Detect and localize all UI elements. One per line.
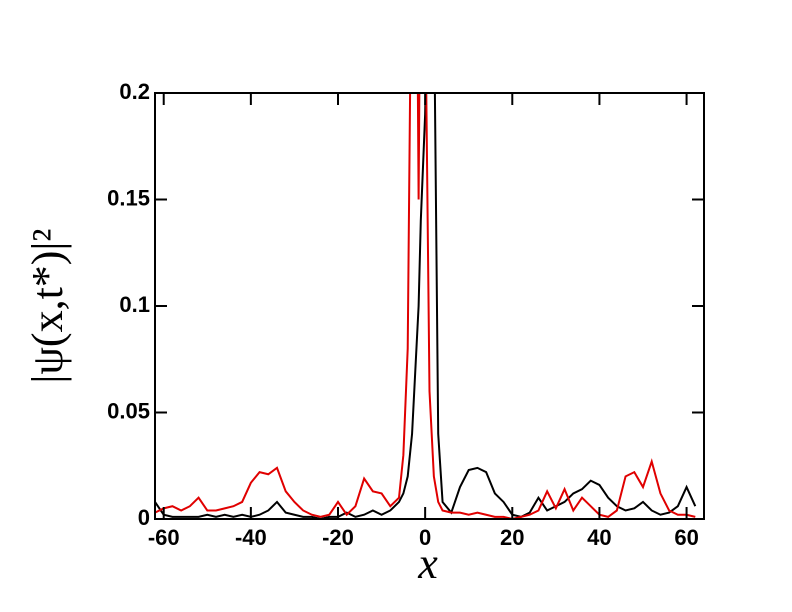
y-tick-label: 0 [138, 505, 150, 530]
y-tick-label: 0.05 [107, 398, 150, 423]
y-tick-label: 0.15 [107, 185, 150, 210]
y-axis-label: |ψ(x,t*)|² [23, 229, 72, 384]
y-tick-label: 0.2 [119, 79, 150, 104]
y-tick-label: 0.1 [119, 292, 150, 317]
x-axis-label: x [417, 539, 438, 588]
x-tick-label: 60 [674, 525, 698, 550]
x-tick-label: -20 [322, 525, 354, 550]
x-tick-label: 0 [419, 525, 431, 550]
x-tick-label: -60 [148, 525, 180, 550]
series-line [155, 93, 697, 519]
x-tick-label: 20 [500, 525, 524, 550]
series-line [155, 93, 696, 519]
x-tick-label: 40 [587, 525, 611, 550]
x-tick-label: -40 [235, 525, 267, 550]
